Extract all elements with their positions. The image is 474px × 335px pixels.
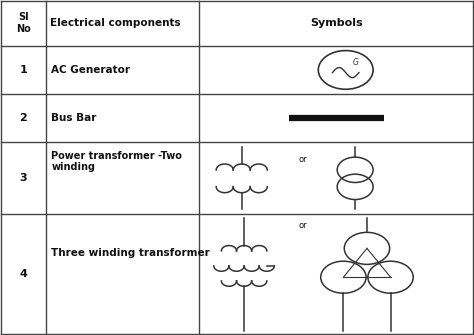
Text: Power transformer -Two
winding: Power transformer -Two winding — [51, 151, 182, 173]
Text: 2: 2 — [19, 113, 27, 123]
Text: or: or — [299, 221, 308, 230]
Text: or: or — [299, 155, 308, 164]
Text: G: G — [352, 58, 358, 67]
Text: Electrical components: Electrical components — [50, 18, 181, 28]
Text: Bus Bar: Bus Bar — [51, 113, 97, 123]
Text: AC Generator: AC Generator — [51, 65, 130, 75]
Text: Sl
No: Sl No — [16, 12, 30, 34]
Text: Three winding transformer: Three winding transformer — [51, 248, 210, 258]
Text: 3: 3 — [19, 173, 27, 183]
Text: 4: 4 — [19, 269, 27, 279]
Text: Symbols: Symbols — [310, 18, 363, 28]
Text: 1: 1 — [19, 65, 27, 75]
